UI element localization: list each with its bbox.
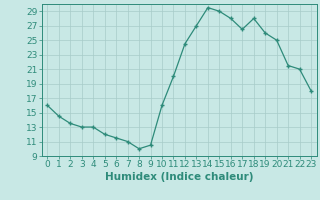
X-axis label: Humidex (Indice chaleur): Humidex (Indice chaleur) <box>105 172 253 182</box>
